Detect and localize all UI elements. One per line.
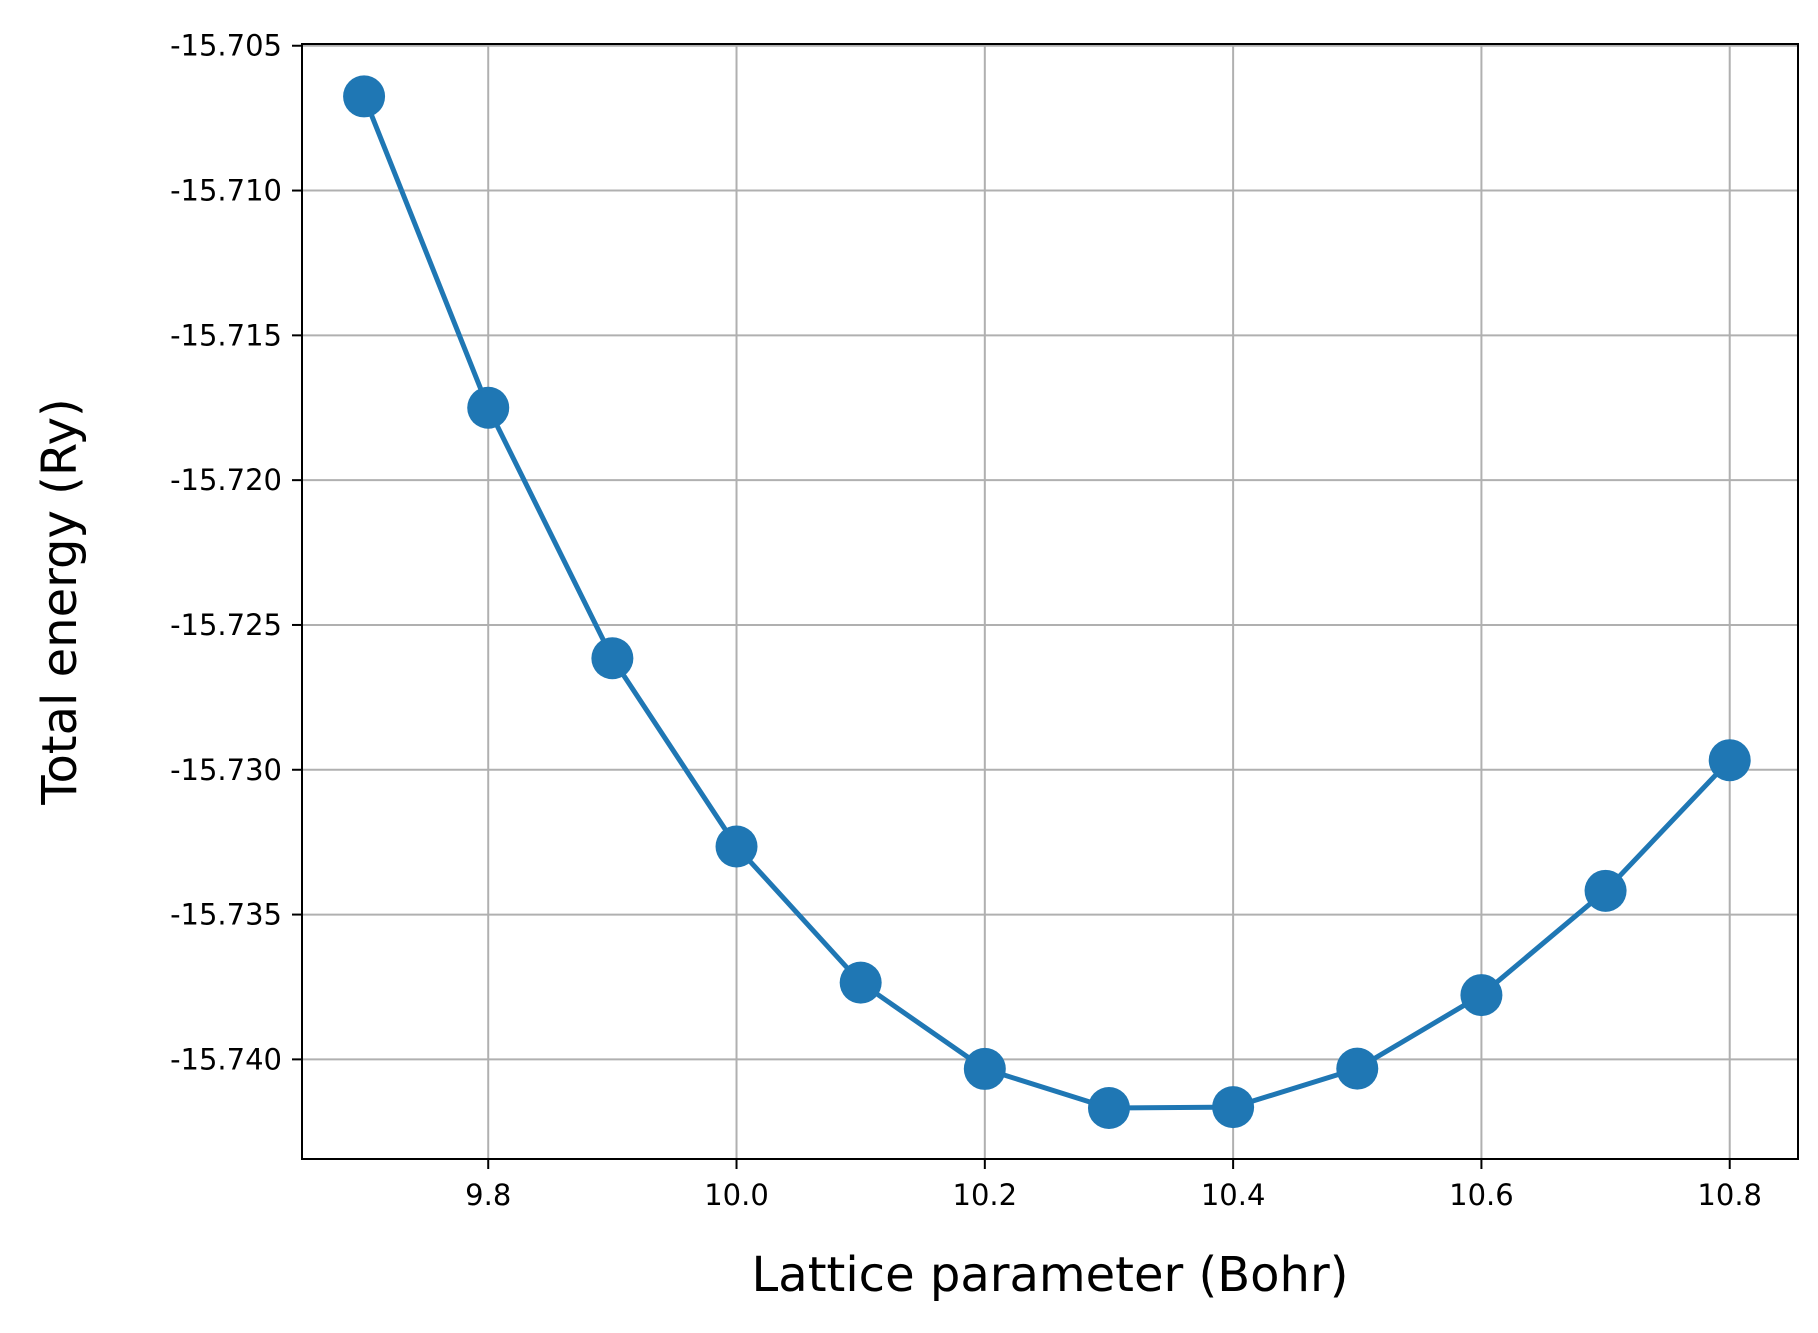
data-point [715,825,758,868]
ticks: 9.8 10.0 10.2 10.4 10.6 10.8 -15.705 -15.710 -15… [170,29,1762,1212]
y-tick-label: -15.740 [170,1042,282,1076]
data-point [963,1047,1006,1090]
x-tick-label: 9.8 [465,1178,511,1212]
data-point [343,75,386,118]
y-axis-label: Total energy (Ry) [32,398,88,805]
data-point [591,637,634,680]
data-point [1708,739,1751,782]
y-tick-label: -15.705 [170,29,282,63]
x-tick-label: 10.8 [1697,1178,1762,1212]
y-tick-label: -15.730 [170,753,282,787]
plot-frame [301,43,1799,1160]
data-point [839,961,882,1004]
data-point [467,386,510,429]
data-point [1460,974,1503,1017]
y-tick-label: -15.720 [170,463,282,497]
data-point [1336,1047,1379,1090]
y-tick-label: -15.715 [170,318,282,352]
x-tick-label: 10.4 [1201,1178,1266,1212]
x-tick-label: 10.6 [1449,1178,1514,1212]
series-layer [343,75,1751,1130]
data-point [1087,1087,1130,1130]
x-tick-label: 10.2 [953,1178,1018,1212]
series-line [361,95,1732,1111]
grid [302,44,1798,1159]
x-tick-label: 10.0 [704,1178,769,1212]
y-tick-label: -15.735 [170,898,282,932]
data-point [1212,1086,1255,1129]
x-axis-label: Lattice parameter (Bohr) [752,1247,1349,1303]
y-tick-label: -15.710 [170,174,282,208]
data-point [1584,869,1627,912]
y-tick-label: -15.725 [170,608,282,642]
